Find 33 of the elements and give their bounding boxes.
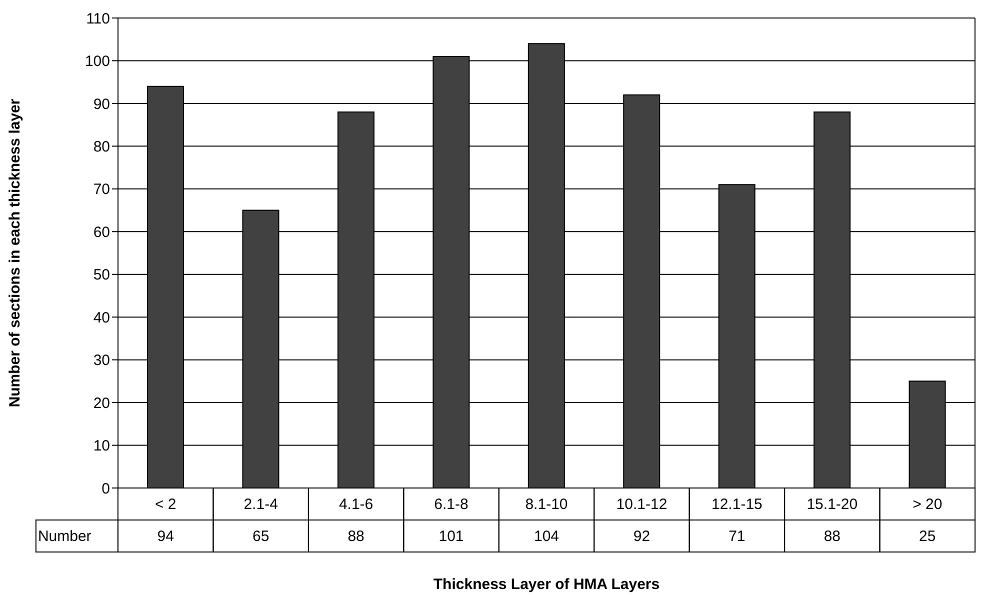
data-label: 101 — [438, 528, 464, 545]
y-tick-label: 100 — [84, 53, 110, 70]
y-tick-label: 60 — [93, 224, 110, 241]
x-tick-label: 12.1-15 — [712, 496, 762, 513]
y-tick-label: 30 — [93, 352, 110, 370]
data-label: 92 — [633, 528, 650, 545]
x-tick-label: 6.1-8 — [434, 496, 468, 513]
x-tick-label: < 2 — [154, 496, 176, 513]
y-tick-label: 0 — [102, 480, 110, 498]
text: Number — [38, 528, 92, 545]
data-label: 94 — [157, 528, 174, 545]
y-tick-label: 70 — [93, 181, 110, 198]
data-label: 65 — [252, 528, 270, 545]
y-tick-label: 40 — [93, 309, 110, 326]
x-tick-label: > 20 — [912, 496, 942, 513]
y-tick-label: 10 — [93, 438, 110, 455]
data-label: 88 — [348, 528, 364, 545]
x-tick-label: 8.1-10 — [525, 496, 568, 513]
x-tick-label: 10.1-12 — [616, 496, 668, 513]
x-tick-label: 2.1-4 — [244, 496, 278, 513]
data-label: 104 — [534, 528, 560, 545]
y-tick-label: 20 — [93, 394, 110, 412]
x-axis-title: Thickness Layer of HMA Layers — [433, 576, 660, 593]
data-label: 71 — [728, 528, 746, 545]
y-tick-label: 110 — [86, 10, 110, 28]
data-label: 88 — [824, 528, 841, 545]
y-axis-title: Number of sections in each thickness layer — [6, 98, 24, 408]
x-tick-label: 4.1-6 — [338, 496, 374, 513]
y-tick-label: 90 — [93, 96, 110, 113]
x-tick-label: 15.1-20 — [806, 496, 858, 513]
y-tick-label: 80 — [93, 138, 110, 156]
data-label: 25 — [919, 528, 936, 545]
y-tick-label: 50 — [93, 266, 110, 284]
